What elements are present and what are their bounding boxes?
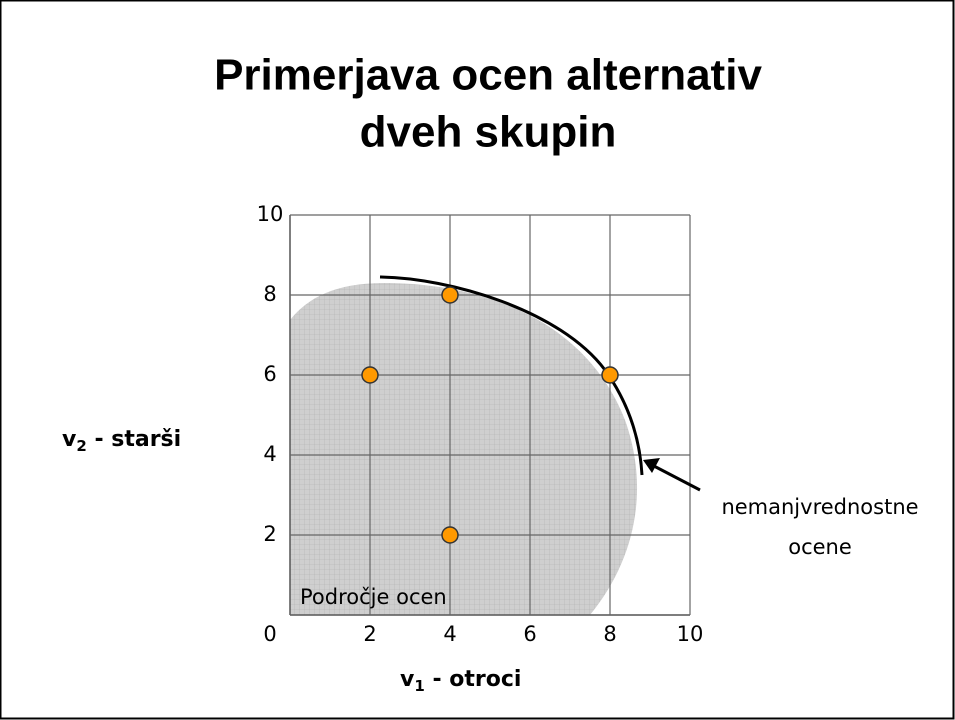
x-label-sub: 1 (414, 677, 424, 695)
y-tick-label: 6 (263, 362, 276, 386)
frontier-label: nemanjvrednostne (721, 495, 918, 519)
y-tick-label: 0 (263, 622, 276, 646)
y-axis-label: v2 - starši (62, 427, 181, 455)
x-axis-label: v1 - otroci (400, 667, 521, 695)
y-label-sub: 2 (76, 437, 86, 455)
y-tick-label: 2 (263, 522, 276, 546)
region (290, 282, 638, 615)
x-tick-label: 10 (677, 622, 704, 646)
region-label: Področje ocen (300, 585, 447, 609)
frontier-label: ocene (788, 535, 852, 559)
arrow-head (643, 458, 660, 473)
point (601, 366, 619, 384)
title-line: dveh skupin (360, 108, 617, 157)
x-label-rest: - otroci (425, 667, 522, 692)
x-tick-label: 4 (443, 622, 456, 646)
y-tick-label: 10 (257, 202, 284, 226)
x-label-base: v (400, 667, 415, 692)
y-label-rest: - starši (87, 427, 181, 452)
x-tick-label: 6 (523, 622, 536, 646)
title-line: Primerjava ocen alternativ (214, 51, 762, 100)
grid (289, 214, 691, 616)
y-tick-label: 8 (263, 282, 276, 306)
point (361, 366, 379, 384)
y-label-base: v (62, 427, 77, 452)
y-tick-label: 4 (263, 442, 276, 466)
point (441, 286, 459, 304)
x-tick-label: 2 (363, 622, 376, 646)
frontier-curve (379, 275, 644, 476)
point (441, 526, 459, 544)
x-tick-label: 8 (603, 622, 616, 646)
arrow (651, 463, 701, 492)
